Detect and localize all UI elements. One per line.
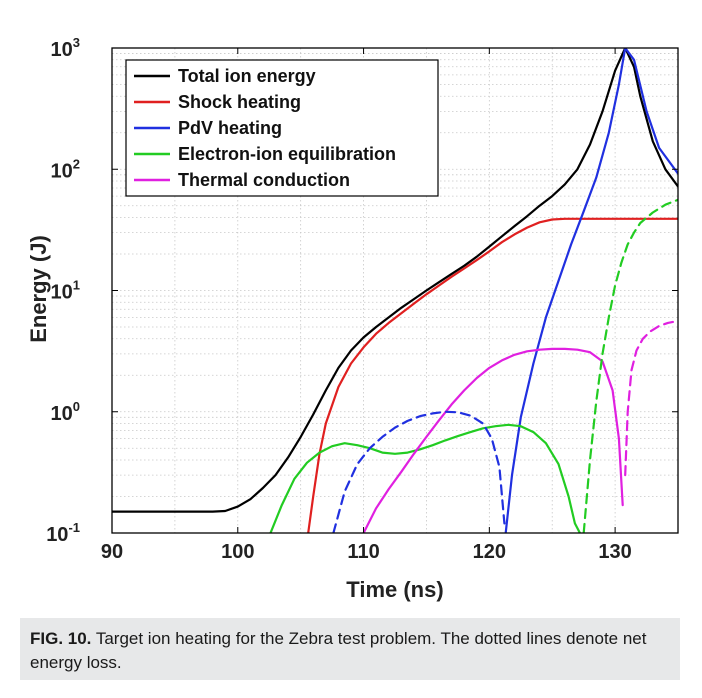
legend-label: Total ion energy — [178, 66, 316, 86]
x-tick-label: 130 — [598, 541, 631, 563]
y-tick-label: 103 — [51, 35, 80, 61]
legend-label: Shock heating — [178, 92, 301, 112]
series-line-shock-heating — [307, 217, 678, 533]
series-line-thermal-conduction — [362, 347, 624, 533]
ticks: 90 100 110 120 130 10-1 100 101 102 103 — [46, 35, 678, 563]
y-tick-label: 100 — [51, 399, 80, 425]
x-tick-label: 120 — [473, 541, 506, 563]
legend-label: Thermal conduction — [178, 170, 350, 190]
series-line-electron-ion-equilibration — [269, 423, 581, 533]
figure-caption: FIG. 10. Target ion heating for the Zebr… — [20, 618, 680, 680]
legend-box — [125, 59, 439, 197]
caption-label: FIG. 10. — [30, 629, 92, 648]
y-axis-label: Energy (J) — [26, 235, 51, 343]
series-line-net-energy-loss-dashed — [624, 319, 678, 477]
caption-text: Target ion heating for the Zebra test pr… — [30, 629, 647, 672]
y-tick-label: 101 — [51, 278, 80, 304]
legend-label: Electron-ion equilibration — [178, 144, 396, 164]
x-tick-label: 90 — [101, 541, 123, 563]
y-tick-label: 102 — [51, 156, 80, 182]
series-line-net-energy-loss-dashed — [582, 198, 678, 533]
x-tick-label: 110 — [347, 541, 379, 563]
legend-label: PdV heating — [178, 118, 282, 138]
chart: 90 100 110 120 130 10-1 100 101 102 103 Time (ns)… — [26, 35, 679, 602]
series-layer — [112, 48, 678, 533]
y-tick-label: 10-1 — [46, 520, 80, 546]
x-axis-label: Time (ns) — [346, 577, 443, 602]
legend: Total ion energy Shock heating PdV heating… — [125, 59, 439, 197]
series-line-net-energy-loss-dashed — [332, 410, 506, 533]
x-tick-label: 100 — [221, 541, 254, 563]
series-line-total-ion-energy — [112, 48, 678, 513]
series-line-pdv-heating — [504, 48, 678, 533]
